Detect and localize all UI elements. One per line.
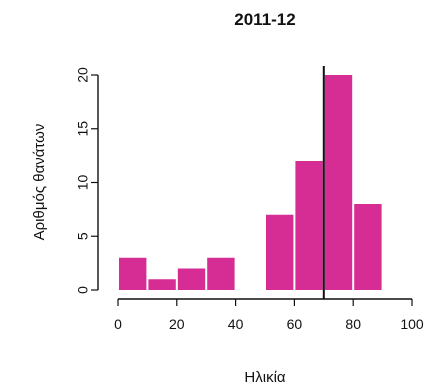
ticks-layer: 0 5 10 15 20 0 20 40 60 80 100 (75, 67, 424, 332)
histogram-bar (119, 257, 147, 290)
y-axis-tick-label: 5 (75, 232, 91, 240)
x-axis-tick-label: 0 (114, 316, 122, 332)
histogram-bar (324, 75, 353, 290)
y-axis-tick-label: 20 (75, 67, 91, 83)
histogram-bar (148, 279, 176, 290)
y-axis-tick-label: 10 (75, 175, 91, 191)
histogram-bar (295, 161, 323, 290)
y-axis-tick-label: 15 (75, 121, 91, 137)
y-axis-label: Αριθμός θανάτων (31, 124, 48, 241)
histogram-bar (354, 204, 382, 290)
bars-layer (119, 75, 382, 290)
x-axis-tick-label: 60 (287, 316, 303, 332)
chart-title: 2011-12 (234, 10, 295, 29)
x-axis-tick-label: 100 (400, 316, 424, 332)
histogram-bar (177, 268, 206, 290)
x-axis-tick-label: 20 (169, 316, 185, 332)
x-axis-tick-label: 40 (228, 316, 244, 332)
x-axis-tick-label: 80 (345, 316, 361, 332)
x-axis-label: Ηλικία (244, 369, 285, 386)
histogram-bar (207, 257, 235, 290)
y-axis-tick-label: 0 (75, 286, 91, 294)
histogram-bar (266, 214, 294, 290)
